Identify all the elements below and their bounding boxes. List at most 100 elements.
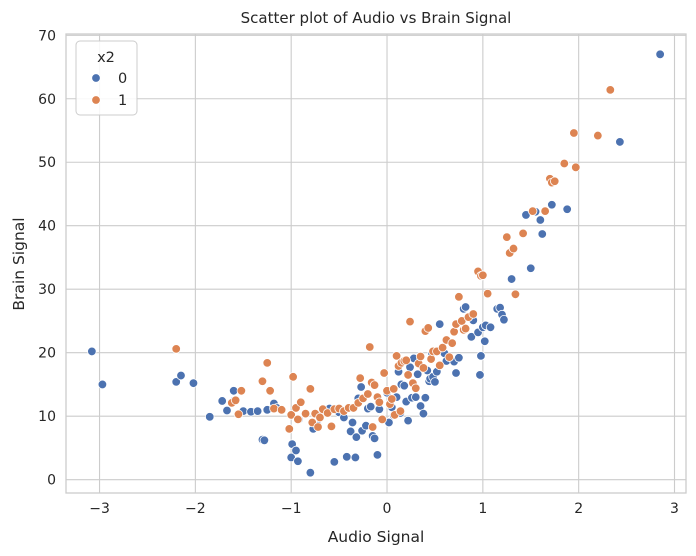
data-point-series-1 bbox=[315, 412, 325, 423]
y-tick-label: 20 bbox=[38, 346, 56, 362]
data-point-series-0 bbox=[420, 393, 431, 403]
data-point-series-1 bbox=[230, 395, 241, 406]
data-point-series-1 bbox=[426, 354, 436, 364]
data-point-series-1 bbox=[593, 130, 603, 141]
data-point-series-1 bbox=[518, 228, 528, 239]
data-point-series-1 bbox=[233, 409, 244, 419]
x-tick-label: −2 bbox=[185, 501, 206, 517]
data-point-series-1 bbox=[460, 323, 471, 334]
y-tick-label: 50 bbox=[38, 155, 56, 171]
data-point-series-1 bbox=[569, 128, 579, 138]
data-point-series-1 bbox=[403, 370, 413, 380]
data-point-series-0 bbox=[454, 353, 464, 363]
data-point-series-0 bbox=[499, 314, 509, 325]
data-point-series-0 bbox=[205, 412, 215, 422]
data-point-series-1 bbox=[377, 414, 387, 425]
data-point-series-0 bbox=[217, 396, 227, 406]
data-point-series-1 bbox=[236, 386, 247, 396]
data-point-series-1 bbox=[286, 410, 296, 420]
data-point-series-1 bbox=[437, 342, 448, 353]
data-point-series-1 bbox=[540, 206, 550, 216]
data-point-series-1 bbox=[571, 162, 581, 173]
data-point-series-0 bbox=[222, 405, 232, 416]
legend-label-0: 0 bbox=[118, 71, 127, 87]
y-tick-label: 70 bbox=[38, 28, 56, 44]
data-point-series-0 bbox=[293, 456, 303, 466]
data-point-series-1 bbox=[468, 309, 478, 319]
data-point-series-1 bbox=[387, 394, 397, 404]
data-point-series-1 bbox=[401, 355, 411, 366]
data-point-series-1 bbox=[508, 243, 519, 254]
legend-box bbox=[75, 40, 138, 116]
data-point-series-1 bbox=[391, 351, 402, 361]
data-point-series-0 bbox=[412, 369, 423, 379]
data-point-series-0 bbox=[345, 426, 356, 437]
y-tick-label: 30 bbox=[38, 282, 56, 298]
chart-title: Scatter plot of Audio vs Brain Signal bbox=[241, 9, 512, 27]
data-point-series-0 bbox=[351, 432, 362, 442]
data-point-series-1 bbox=[510, 289, 521, 299]
data-point-series-1 bbox=[435, 360, 445, 371]
data-point-series-1 bbox=[527, 206, 538, 216]
data-point-series-1 bbox=[559, 158, 569, 169]
data-point-series-0 bbox=[460, 302, 471, 312]
data-point-series-1 bbox=[374, 397, 385, 407]
data-point-series-1 bbox=[288, 372, 298, 382]
data-point-series-0 bbox=[291, 445, 301, 456]
data-point-series-0 bbox=[252, 406, 263, 416]
y-axis-title: Brain Signal bbox=[10, 217, 28, 310]
data-point-series-1 bbox=[262, 358, 272, 368]
data-point-series-0 bbox=[430, 377, 440, 387]
data-point-series-1 bbox=[418, 363, 429, 373]
data-point-series-0 bbox=[87, 346, 97, 357]
data-point-series-0 bbox=[176, 370, 186, 381]
data-point-series-0 bbox=[535, 215, 546, 225]
data-point-series-1 bbox=[363, 389, 373, 399]
data-point-series-1 bbox=[415, 351, 426, 362]
data-point-series-0 bbox=[350, 452, 361, 463]
data-point-series-1 bbox=[326, 421, 337, 432]
data-point-series-0 bbox=[562, 204, 572, 214]
data-point-series-1 bbox=[369, 380, 380, 390]
data-point-series-0 bbox=[480, 336, 490, 346]
data-point-series-1 bbox=[482, 288, 493, 299]
data-point-series-1 bbox=[293, 414, 303, 425]
data-point-series-0 bbox=[399, 381, 409, 391]
data-point-series-1 bbox=[355, 373, 365, 383]
data-point-series-0 bbox=[435, 319, 445, 329]
data-point-series-1 bbox=[449, 327, 459, 337]
legend-label-1: 1 bbox=[118, 93, 127, 109]
data-point-series-0 bbox=[506, 274, 517, 284]
data-point-series-1 bbox=[444, 352, 455, 362]
y-tick-label: 40 bbox=[38, 219, 56, 235]
data-point-series-0 bbox=[366, 401, 376, 412]
data-point-series-0 bbox=[411, 392, 421, 402]
x-tick-label: −3 bbox=[89, 501, 110, 517]
x-tick-label: 2 bbox=[574, 501, 583, 517]
x-tick-label: −1 bbox=[281, 501, 302, 517]
data-point-series-1 bbox=[423, 323, 433, 333]
data-point-series-1 bbox=[313, 422, 323, 432]
data-point-series-1 bbox=[395, 406, 406, 416]
x-tick-label: 3 bbox=[670, 501, 679, 517]
y-tick-label: 0 bbox=[47, 473, 56, 489]
data-point-series-0 bbox=[537, 229, 547, 239]
data-point-series-0 bbox=[369, 433, 380, 444]
data-point-series-0 bbox=[329, 457, 340, 467]
data-point-series-0 bbox=[451, 368, 461, 378]
data-point-series-0 bbox=[372, 450, 383, 460]
data-point-series-1 bbox=[478, 270, 488, 280]
data-point-series-0 bbox=[347, 417, 358, 428]
data-point-series-1 bbox=[284, 424, 294, 434]
data-point-series-1 bbox=[411, 383, 421, 393]
data-point-series-1 bbox=[365, 342, 375, 352]
data-point-series-1 bbox=[447, 338, 457, 348]
data-point-series-1 bbox=[269, 403, 279, 414]
data-point-series-0 bbox=[655, 49, 665, 60]
y-tick-label: 60 bbox=[38, 92, 56, 108]
data-point-series-0 bbox=[259, 435, 270, 446]
data-point-series-0 bbox=[418, 408, 429, 419]
legend: x20 1 bbox=[75, 40, 138, 116]
data-point-series-0 bbox=[171, 377, 181, 387]
